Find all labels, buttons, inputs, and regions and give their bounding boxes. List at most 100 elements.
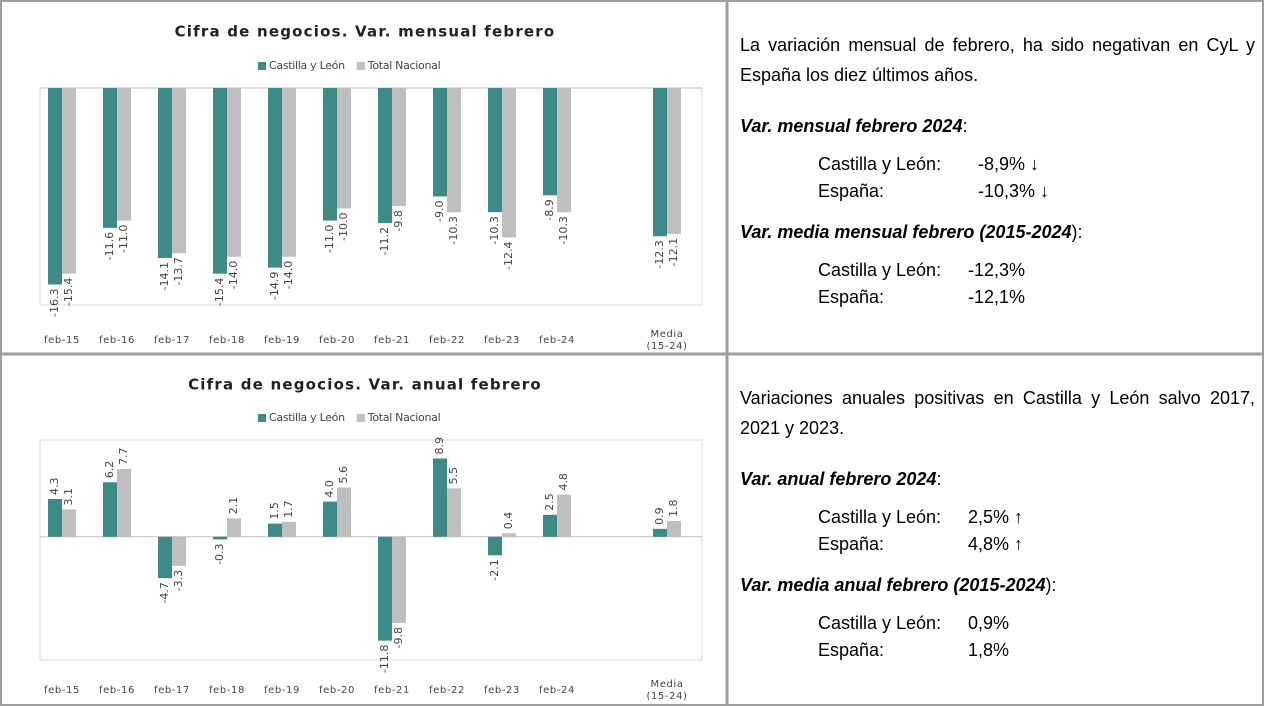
bar (433, 458, 447, 537)
heading-emphasis: Var. anual febrero 2024 (740, 469, 937, 489)
bar (48, 88, 62, 285)
bar (172, 536, 186, 566)
x-tick-label: feb-23 (484, 335, 520, 346)
data-label: -15.4 (213, 278, 226, 306)
row-label: España: (818, 287, 885, 307)
data-label: -14.0 (227, 261, 240, 289)
bar (48, 498, 62, 537)
data-label: -0.3 (213, 543, 226, 564)
data-label: -10.3 (488, 216, 501, 244)
legend-swatch (258, 414, 266, 422)
row-value: -12,3% (968, 260, 1026, 280)
data-label: -11.2 (378, 227, 391, 255)
data-label: -11.0 (323, 225, 336, 253)
data-label: -11.8 (378, 645, 391, 673)
bar (392, 536, 406, 624)
section-heading: Var. mensual febrero 2024: (740, 111, 1255, 141)
bar (447, 488, 461, 537)
x-tick-label: feb-18 (209, 335, 245, 346)
bar (282, 88, 296, 257)
data-label: 4.0 (323, 480, 336, 498)
data-label: -4.7 (158, 582, 171, 603)
x-tick-label: feb-20 (319, 685, 355, 696)
legend-label: Castilla y León (269, 59, 345, 72)
value-row: Castilla y León: -12,3% (740, 257, 1255, 284)
row-label: España: (818, 640, 885, 660)
bar (337, 88, 351, 209)
data-label: 3.1 (62, 488, 75, 506)
value-row: Castilla y León: -8,9% ↓ (740, 151, 1255, 178)
data-label: -2.1 (488, 559, 501, 580)
legend-swatch (356, 414, 365, 422)
legend-label: Castilla y León (269, 411, 345, 424)
row-value: -8,9% ↓ (978, 154, 1040, 174)
data-label: -9.8 (392, 627, 405, 648)
x-tick-label: feb-21 (374, 335, 410, 346)
value-row: España: -12,1% (740, 284, 1255, 311)
data-label: -14.9 (268, 272, 281, 300)
row-value: -10,3% ↓ (978, 181, 1050, 201)
data-label: -16.3 (48, 289, 61, 317)
data-label: -15.4 (62, 278, 75, 306)
data-label: -14.1 (158, 262, 171, 290)
heading-tail: ): (1071, 222, 1083, 242)
section-heading: Var. media mensual febrero (2015-2024): (740, 217, 1255, 247)
bar (392, 88, 406, 207)
x-tick-label: feb-22 (429, 335, 465, 346)
bar (158, 88, 172, 258)
bar (378, 536, 392, 641)
row-label: Castilla y León: (818, 154, 942, 174)
x-tick-label: feb-24 (539, 685, 575, 696)
data-label: -11.6 (103, 232, 116, 260)
heading-tail: ): (1045, 575, 1057, 595)
data-label: -14.0 (282, 261, 295, 289)
bar (557, 88, 571, 213)
data-label: 0.4 (502, 512, 515, 530)
data-label: 7.7 (117, 448, 130, 466)
heading-emphasis: Var. media anual febrero (2015-2024 (740, 575, 1046, 595)
x-tick-label: feb-22 (429, 685, 465, 696)
bar (653, 528, 667, 537)
heading-emphasis: Var. mensual febrero 2024 (740, 116, 963, 136)
data-label: 1.8 (667, 499, 680, 517)
data-label: 8.9 (433, 437, 446, 455)
section: Var. anual febrero 2024: Castilla y León:… (740, 464, 1255, 558)
bar (213, 536, 227, 540)
section: Var. media anual febrero (2015-2024): Cas… (740, 570, 1255, 664)
bar (227, 88, 241, 257)
data-label: -8.9 (543, 199, 556, 220)
bar (447, 88, 461, 213)
bar (667, 520, 681, 537)
x-tick-label: feb-16 (99, 335, 135, 346)
bar (158, 536, 172, 579)
value-row: Castilla y León: 0,9% (740, 610, 1255, 637)
value-rows: Castilla y León: 2,5% ↑ España: 4,8% ↑ (740, 504, 1255, 558)
legend-label: Total Nacional (367, 59, 441, 72)
row-value: 0,9% (968, 613, 1010, 633)
legend-swatch (356, 62, 365, 70)
data-label: 5.5 (447, 467, 460, 485)
data-label: -12.1 (667, 238, 680, 266)
value-row: España: 1,8% (740, 637, 1255, 664)
bar (502, 533, 516, 537)
chart-title: Cifra de negocios. Var. anual febrero (188, 376, 542, 394)
data-label: -10.3 (447, 216, 460, 244)
bar (117, 469, 131, 537)
section: Var. mensual febrero 2024: Castilla y Leó… (740, 111, 1255, 205)
heading-emphasis: Var. media mensual febrero (2015-2024 (740, 222, 1072, 242)
row-label: Castilla y León: (818, 507, 942, 527)
x-tick-label: feb-20 (319, 335, 355, 346)
bar (62, 509, 76, 537)
bar (378, 88, 392, 224)
data-label: -3.3 (172, 570, 185, 591)
value-rows: Castilla y León: -8,9% ↓ España: -10,3% ↓ (740, 151, 1255, 205)
plot-frame (39, 87, 703, 306)
bar (268, 523, 282, 537)
section-heading: Var. media anual febrero (2015-2024): (740, 570, 1255, 600)
intro-paragraph: La variación mensual de febrero, ha sido… (740, 35, 1255, 85)
data-label: -10.3 (557, 216, 570, 244)
bar (543, 88, 557, 196)
row-label: Castilla y León: (818, 260, 942, 280)
row-label: España: (818, 181, 885, 201)
bar (117, 88, 131, 221)
